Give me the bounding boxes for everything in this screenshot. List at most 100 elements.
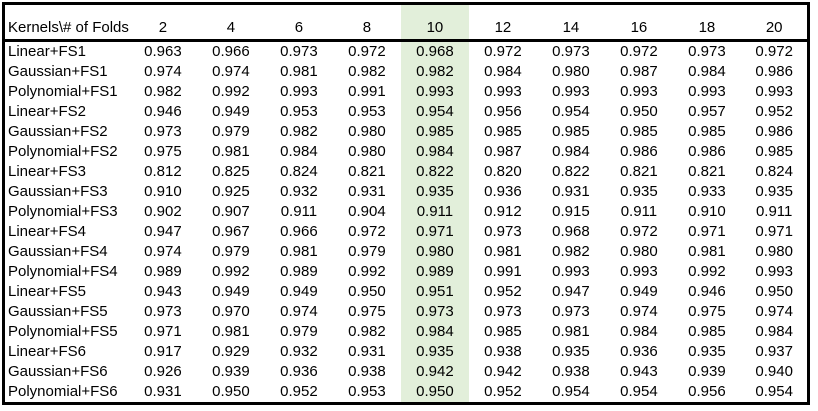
- value-cell[interactable]: 0.973: [552, 302, 590, 320]
- value-cell[interactable]: 0.932: [280, 182, 318, 200]
- row-label-cell[interactable]: Gaussian+FS1: [8, 62, 108, 80]
- value-cell[interactable]: 0.993: [755, 82, 793, 100]
- value-cell[interactable]: 0.975: [144, 142, 182, 160]
- value-cell[interactable]: 0.967: [212, 222, 250, 240]
- value-cell[interactable]: 0.980: [755, 242, 793, 260]
- row-label-cell[interactable]: Gaussian+FS5: [8, 302, 108, 320]
- value-cell[interactable]: 0.986: [755, 122, 793, 140]
- value-cell[interactable]: 0.987: [484, 142, 522, 160]
- value-cell[interactable]: 0.956: [484, 102, 522, 120]
- value-cell[interactable]: 0.942: [484, 362, 522, 380]
- value-cell[interactable]: 0.984: [280, 142, 318, 160]
- column-header-cell[interactable]: 14: [536, 3, 605, 42]
- value-cell[interactable]: 0.975: [348, 302, 386, 320]
- value-cell[interactable]: 0.972: [348, 222, 386, 240]
- value-cell[interactable]: 0.956: [688, 382, 726, 400]
- value-cell[interactable]: 0.981: [280, 62, 318, 80]
- value-cell[interactable]: 0.981: [280, 242, 318, 260]
- value-cell[interactable]: 0.935: [688, 342, 726, 360]
- value-cell[interactable]: 0.973: [144, 122, 182, 140]
- value-cell[interactable]: 0.935: [400, 182, 469, 202]
- value-cell[interactable]: 0.989: [144, 262, 182, 280]
- value-cell[interactable]: 0.917: [144, 342, 182, 360]
- value-cell[interactable]: 0.821: [688, 162, 726, 180]
- value-cell[interactable]: 0.902: [144, 202, 182, 220]
- value-cell[interactable]: 0.939: [212, 362, 250, 380]
- value-cell[interactable]: 0.989: [400, 262, 469, 282]
- value-cell[interactable]: 0.824: [755, 162, 793, 180]
- value-cell[interactable]: 0.993: [620, 262, 658, 280]
- value-cell[interactable]: 0.980: [552, 62, 590, 80]
- value-cell[interactable]: 0.822: [400, 162, 469, 182]
- value-cell[interactable]: 0.931: [552, 182, 590, 200]
- value-cell[interactable]: 0.935: [620, 182, 658, 200]
- value-cell[interactable]: 0.982: [280, 122, 318, 140]
- value-cell[interactable]: 0.985: [400, 122, 469, 142]
- value-cell[interactable]: 0.911: [620, 202, 658, 220]
- value-cell[interactable]: 0.973: [552, 42, 590, 60]
- value-cell[interactable]: 0.992: [212, 82, 250, 100]
- value-cell[interactable]: 0.954: [552, 382, 590, 400]
- row-label-cell[interactable]: Gaussian+FS4: [8, 242, 108, 260]
- value-cell[interactable]: 0.980: [400, 242, 469, 262]
- value-cell[interactable]: 0.912: [484, 202, 522, 220]
- value-cell[interactable]: 0.974: [755, 302, 793, 320]
- value-cell[interactable]: 0.992: [212, 262, 250, 280]
- value-cell[interactable]: 0.981: [688, 242, 726, 260]
- value-cell[interactable]: 0.972: [348, 42, 386, 60]
- value-cell[interactable]: 0.993: [484, 82, 522, 100]
- value-cell[interactable]: 0.935: [400, 342, 469, 362]
- value-cell[interactable]: 0.949: [280, 282, 318, 300]
- value-cell[interactable]: 0.984: [400, 142, 469, 162]
- value-cell[interactable]: 0.984: [755, 322, 793, 340]
- corner-header-cell[interactable]: Kernels\# of Folds: [3, 3, 129, 42]
- column-header-cell[interactable]: 16: [604, 3, 673, 42]
- column-header-cell[interactable]: 20: [740, 3, 809, 42]
- value-cell[interactable]: 0.985: [552, 122, 590, 140]
- value-cell[interactable]: 0.938: [552, 362, 590, 380]
- value-cell[interactable]: 0.981: [212, 322, 250, 340]
- value-cell[interactable]: 0.993: [552, 82, 590, 100]
- value-cell[interactable]: 0.991: [348, 82, 386, 100]
- value-cell[interactable]: 0.968: [400, 40, 469, 62]
- value-cell[interactable]: 0.984: [552, 142, 590, 160]
- value-cell[interactable]: 0.972: [755, 42, 793, 60]
- row-label-cell[interactable]: Gaussian+FS6: [8, 362, 108, 380]
- value-cell[interactable]: 0.952: [280, 382, 318, 400]
- value-cell[interactable]: 0.979: [212, 122, 250, 140]
- value-cell[interactable]: 0.926: [144, 362, 182, 380]
- column-header-cell[interactable]: 10: [400, 3, 469, 42]
- value-cell[interactable]: 0.946: [144, 102, 182, 120]
- value-cell[interactable]: 0.812: [144, 162, 182, 180]
- value-cell[interactable]: 0.985: [688, 122, 726, 140]
- value-cell[interactable]: 0.985: [620, 122, 658, 140]
- value-cell[interactable]: 0.966: [212, 42, 250, 60]
- value-cell[interactable]: 0.973: [484, 222, 522, 240]
- value-cell[interactable]: 0.980: [620, 242, 658, 260]
- value-cell[interactable]: 0.950: [755, 282, 793, 300]
- value-cell[interactable]: 0.968: [552, 222, 590, 240]
- value-cell[interactable]: 0.947: [144, 222, 182, 240]
- value-cell[interactable]: 0.822: [552, 162, 590, 180]
- row-label-cell[interactable]: Gaussian+FS2: [8, 122, 108, 140]
- value-cell[interactable]: 0.993: [400, 82, 469, 102]
- value-cell[interactable]: 0.935: [755, 182, 793, 200]
- value-cell[interactable]: 0.993: [688, 82, 726, 100]
- value-cell[interactable]: 0.910: [688, 202, 726, 220]
- value-cell[interactable]: 0.973: [400, 302, 469, 322]
- value-cell[interactable]: 0.931: [144, 382, 182, 400]
- value-cell[interactable]: 0.985: [688, 322, 726, 340]
- value-cell[interactable]: 0.947: [552, 282, 590, 300]
- value-cell[interactable]: 0.936: [620, 342, 658, 360]
- value-cell[interactable]: 0.971: [688, 222, 726, 240]
- value-cell[interactable]: 0.936: [280, 362, 318, 380]
- value-cell[interactable]: 0.985: [755, 142, 793, 160]
- value-cell[interactable]: 0.979: [280, 322, 318, 340]
- value-cell[interactable]: 0.950: [400, 382, 469, 404]
- value-cell[interactable]: 0.973: [280, 42, 318, 60]
- value-cell[interactable]: 0.971: [755, 222, 793, 240]
- value-cell[interactable]: 0.953: [280, 102, 318, 120]
- value-cell[interactable]: 0.993: [620, 82, 658, 100]
- value-cell[interactable]: 0.991: [484, 262, 522, 280]
- value-cell[interactable]: 0.981: [212, 142, 250, 160]
